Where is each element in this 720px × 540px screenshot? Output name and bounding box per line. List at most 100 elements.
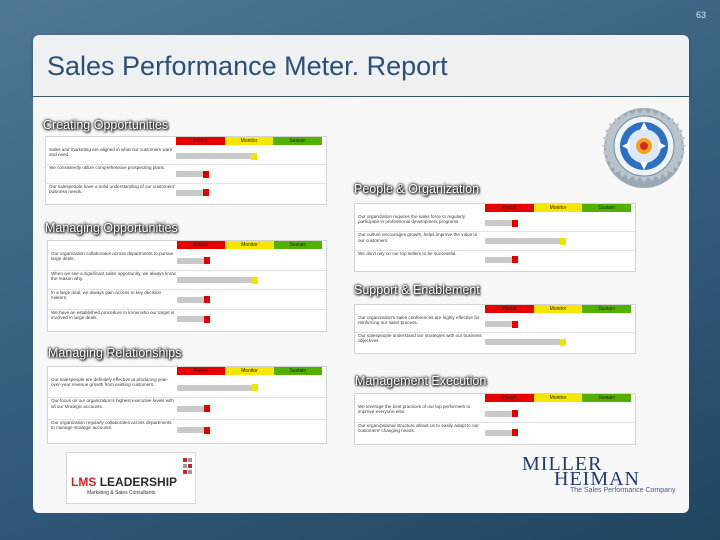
meter-row-text: Our focus on our organization's highest … xyxy=(51,398,174,409)
section-label-managing-relationships: Managing Relationships xyxy=(48,346,182,360)
meter-row-text: We leverage the best practices of our to… xyxy=(358,404,471,415)
meter-row: Our salespeople have a solid understandi… xyxy=(46,184,326,202)
meter-bar xyxy=(485,256,512,263)
meter-row: Our salespeople understand our strategie… xyxy=(355,333,635,351)
meter-marker-perish xyxy=(511,219,518,227)
meter-row: Our organization's sales conferences are… xyxy=(355,315,635,333)
meter-row: Our culture encourages growth, helps imp… xyxy=(355,232,635,251)
meter-bar xyxy=(176,153,252,160)
meter-badge-icon xyxy=(602,106,686,190)
row-divider xyxy=(48,418,326,420)
meter-bar xyxy=(177,296,204,303)
meter-marker-monitor xyxy=(251,384,258,392)
meter-panel-creating-opportunities: Perish Monitor Sustain Sales and marketing … xyxy=(45,136,327,205)
slide-number: 63 xyxy=(695,10,706,20)
mh-line2: HEIMAN xyxy=(554,468,640,490)
meter-header: Perish Monitor Sustain xyxy=(485,394,632,402)
meter-header-monitor: Monitor xyxy=(533,204,583,212)
section-label-managing-opportunities: Managing Opportunities xyxy=(45,221,178,235)
meter-marker-monitor xyxy=(251,152,258,160)
meter-row: We consistently utilize comprehensive pr… xyxy=(46,165,326,184)
row-divider xyxy=(355,332,635,333)
meter-header-sustain: Sustain xyxy=(582,305,632,313)
meter-marker-perish xyxy=(511,410,518,417)
meter-row: We don't rely on our top sellers to be s… xyxy=(355,251,635,269)
meter-panel-management-execution: Perish Monitor Sustain We leverage the best… xyxy=(354,393,636,445)
meter-row-text: Our salespeople are definitely effective… xyxy=(51,377,169,388)
meter-row-text: Sales and marketing are aligned in what … xyxy=(49,147,173,158)
meter-bar xyxy=(485,429,512,436)
meter-header-sustain: Sustain xyxy=(582,394,632,402)
meter-header-monitor: Monitor xyxy=(224,137,274,145)
meter-bar xyxy=(177,316,204,323)
row-divider xyxy=(48,269,326,271)
row-divider xyxy=(46,164,326,166)
meter-row: Our organizational structure allows us t… xyxy=(355,423,635,442)
meter-bar xyxy=(485,410,512,417)
meter-header-monitor: Monitor xyxy=(533,394,583,402)
meter-row-text: Our organization collaborates across dep… xyxy=(51,251,174,262)
meter-panel-managing-opportunities: Perish Monitor Sustain Our organization col… xyxy=(47,240,327,332)
meter-header: Perish Monitor Sustain xyxy=(485,305,632,313)
meter-row-text: Our culture encourages growth, helps imp… xyxy=(358,232,478,243)
meter-marker-perish xyxy=(203,296,210,304)
row-divider xyxy=(355,231,635,233)
meter-bar xyxy=(485,339,561,345)
lms-tagline: Marketing & Sales Consultants xyxy=(87,490,156,496)
meter-marker-monitor xyxy=(251,276,258,284)
section-label-support-enablement: Support & Enablement xyxy=(354,283,480,297)
meter-header-perish: Perish xyxy=(176,137,225,145)
miller-heiman-logo: MILLER HEIMAN The Sales Performance Comp… xyxy=(520,453,680,499)
meter-marker-perish xyxy=(203,405,210,413)
meter-row: Our focus on our organization's highest … xyxy=(48,398,326,420)
row-divider xyxy=(48,289,326,290)
meter-row: We leverage the best practices of our to… xyxy=(355,404,635,423)
mh-tagline: The Sales Performance Company xyxy=(570,487,676,494)
meter-bar xyxy=(177,427,204,434)
meter-panel-managing-relationships: Perish Monitor Sustain Our salespeople are … xyxy=(47,366,327,444)
meter-row-text: Our salespeople have a solid understandi… xyxy=(49,183,175,195)
meter-marker-perish xyxy=(202,170,209,178)
row-divider xyxy=(48,397,326,399)
meter-panel-people-organization: Perish Monitor Sustain Our organization req… xyxy=(354,203,636,272)
row-divider xyxy=(355,249,635,251)
meter-row: When we see a significant sales opportun… xyxy=(48,270,326,290)
meter-header-sustain: Sustain xyxy=(273,137,323,145)
meter-row-text: Our organization's sales conferences are… xyxy=(358,315,480,326)
meter-bar xyxy=(177,277,252,284)
mh-line1: MILLER xyxy=(522,453,603,475)
meter-header-perish: Perish xyxy=(177,241,226,249)
row-divider xyxy=(355,422,635,423)
meter-row-text: We don't rely on our top sellers to be s… xyxy=(358,250,457,256)
row-divider xyxy=(46,182,326,184)
meter-row-text: Our salespeople understand our strategie… xyxy=(358,333,482,344)
meter-marker-perish xyxy=(203,426,210,434)
meter-row-text: Our organizational structure allows us t… xyxy=(358,423,479,434)
meter-header-perish: Perish xyxy=(485,305,534,313)
meter-bar xyxy=(176,189,203,196)
meter-marker-monitor xyxy=(560,237,567,245)
meter-row: Our salespeople are definitely effective… xyxy=(48,377,326,399)
lms-grid-icon xyxy=(183,457,193,475)
meter-bar xyxy=(485,321,512,327)
meter-bar xyxy=(177,384,252,391)
meter-row-text: Our organization requires the sales forc… xyxy=(358,214,465,225)
meter-marker-perish xyxy=(511,320,518,328)
meter-row: Our organization collaborates across dep… xyxy=(48,251,326,271)
meter-bar xyxy=(485,220,512,227)
meter-marker-perish xyxy=(511,256,518,264)
meter-marker-perish xyxy=(203,257,210,265)
meter-bar xyxy=(177,257,204,264)
meter-header-monitor: Monitor xyxy=(225,367,274,375)
meter-row-text: We have an established procedure to know… xyxy=(51,309,175,320)
meter-bar xyxy=(176,171,203,178)
meter-header-monitor: Monitor xyxy=(225,241,274,249)
meter-row-text: When we see a significant sales opportun… xyxy=(51,270,176,281)
meter-marker-monitor xyxy=(560,338,567,346)
row-divider xyxy=(48,308,326,310)
meter-marker-perish xyxy=(203,315,210,323)
title-bar: Sales Performance Meter. Report xyxy=(33,35,689,96)
meter-bar xyxy=(177,405,204,412)
meter-row-text: In a large deal, we always gain access t… xyxy=(51,290,162,301)
meter-row-text: Our organization regularly collaborates … xyxy=(51,419,172,431)
